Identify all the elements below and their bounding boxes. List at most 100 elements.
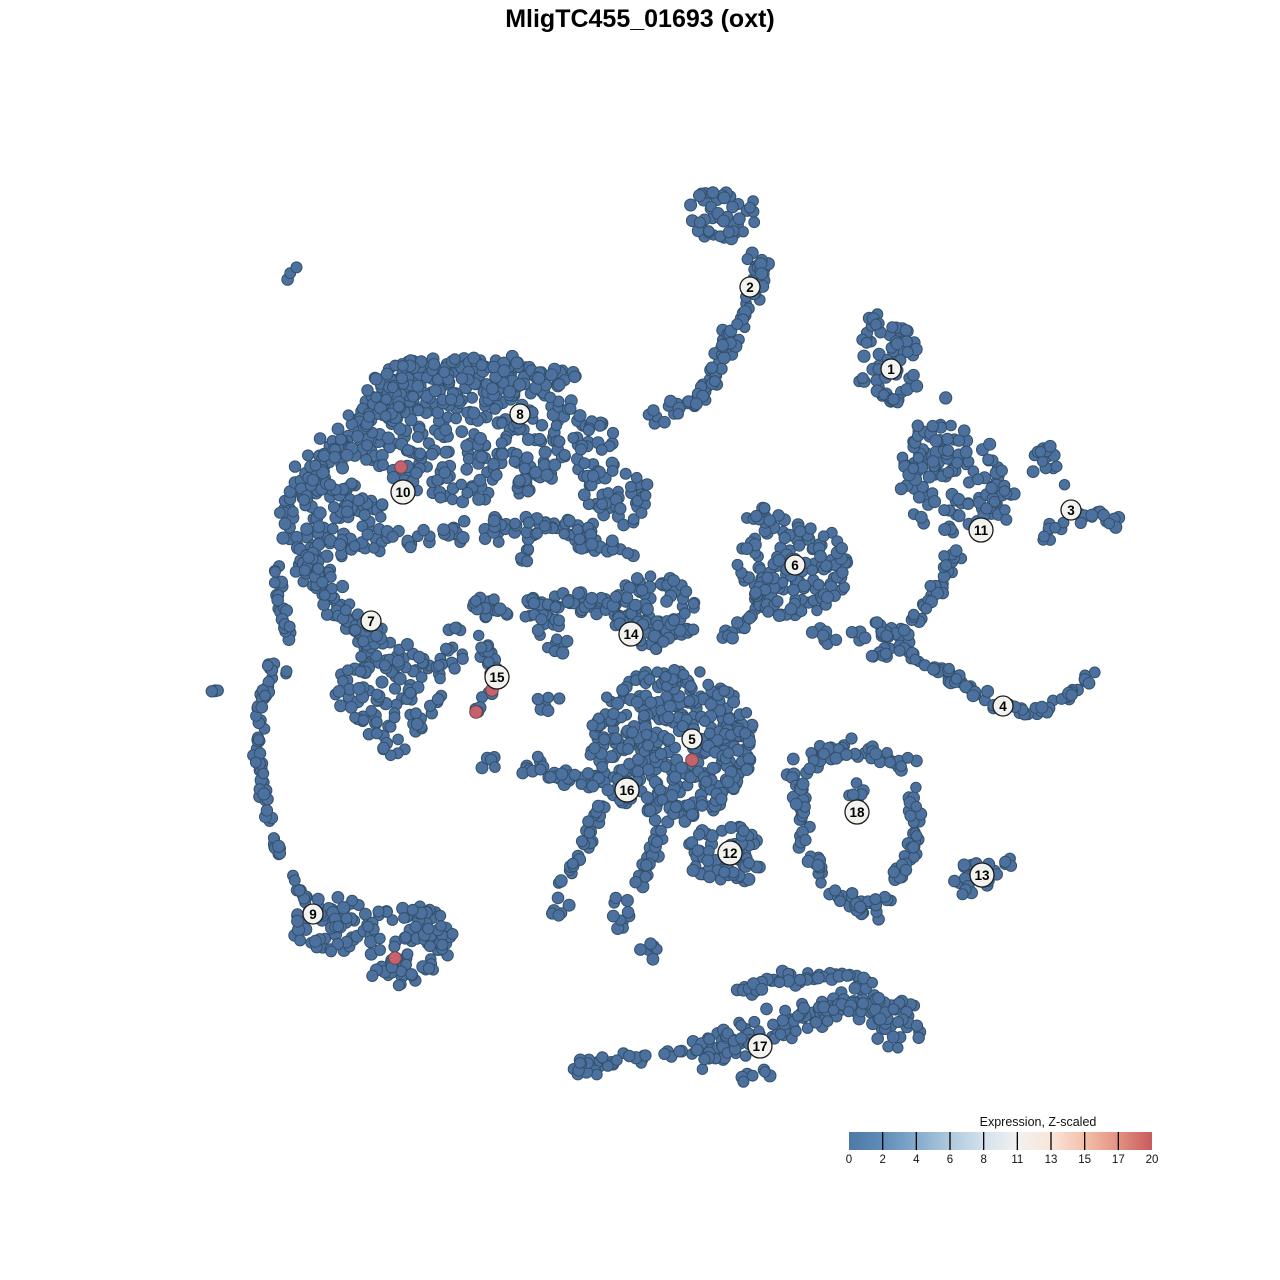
data-point	[667, 574, 680, 587]
data-point	[664, 394, 677, 408]
data-point	[639, 1049, 652, 1062]
data-point	[370, 629, 383, 643]
legend-tick-label: 0	[846, 1154, 852, 1166]
data-point	[926, 419, 939, 433]
data-point	[938, 504, 951, 517]
data-point	[705, 361, 718, 374]
data-point	[999, 855, 1012, 869]
cluster-label-3: 3	[1060, 499, 1082, 521]
data-point	[433, 660, 445, 672]
data-point	[550, 419, 563, 432]
data-point	[518, 462, 531, 475]
data-point	[521, 484, 535, 498]
cluster-label-circle	[302, 903, 324, 925]
data-point	[643, 804, 657, 817]
data-point	[816, 629, 830, 642]
data-point	[703, 1033, 716, 1046]
data-point	[205, 685, 219, 698]
data-point	[573, 409, 587, 423]
data-point	[895, 760, 907, 772]
legend-tick-label: 8	[980, 1154, 986, 1166]
data-point	[489, 761, 501, 773]
data-point	[901, 346, 914, 358]
data-point	[735, 1019, 747, 1032]
data-point	[395, 372, 408, 385]
data-point	[843, 1005, 855, 1018]
data-point	[856, 372, 869, 385]
data-point	[829, 884, 842, 897]
data-point	[939, 391, 953, 405]
data-point	[632, 753, 645, 766]
data-point	[642, 763, 655, 777]
data-point	[684, 198, 698, 212]
data-point	[655, 824, 667, 837]
data-point	[561, 595, 575, 609]
data-point	[283, 620, 296, 633]
cluster-label-12: 12	[717, 840, 743, 866]
data-point	[496, 417, 508, 429]
data-point	[522, 543, 535, 555]
data-point	[667, 614, 681, 627]
data-point	[739, 727, 752, 740]
data-point	[717, 351, 731, 365]
data-point	[873, 1012, 887, 1026]
data-point	[331, 891, 345, 904]
data-point	[982, 453, 995, 466]
data-point	[428, 384, 442, 398]
data-point	[726, 200, 739, 214]
data-point	[596, 1051, 609, 1064]
data-point	[300, 522, 314, 536]
data-point	[731, 616, 744, 629]
data-point	[274, 506, 286, 519]
data-point	[1049, 521, 1061, 534]
data-point	[379, 410, 392, 422]
data-point	[393, 422, 407, 436]
data-point	[424, 699, 437, 712]
data-point	[400, 638, 414, 651]
data-point	[995, 464, 1008, 477]
data-point	[510, 356, 524, 370]
data-point	[448, 353, 461, 366]
data-point	[620, 894, 634, 907]
data-point	[513, 378, 527, 392]
cluster-label-5: 5	[681, 728, 703, 750]
data-point	[796, 777, 810, 791]
data-point	[672, 408, 684, 420]
data-point	[400, 931, 412, 944]
data-point	[384, 749, 397, 762]
data-point	[508, 455, 521, 468]
data-point	[718, 866, 731, 879]
data-point	[342, 664, 354, 677]
data-point	[598, 733, 611, 746]
data-point	[698, 715, 711, 727]
data-point	[892, 1016, 905, 1028]
data-point	[640, 728, 653, 741]
data-point	[872, 991, 885, 1005]
data-point	[375, 511, 387, 523]
data-point	[910, 800, 922, 813]
data-point	[772, 609, 786, 622]
data-point	[332, 920, 345, 933]
cluster-label-circle	[1060, 499, 1082, 521]
data-point	[333, 538, 347, 552]
data-point	[941, 432, 954, 446]
data-point	[431, 693, 445, 706]
data-point	[857, 349, 871, 363]
cluster-label-number: 7	[367, 614, 375, 629]
data-point	[602, 1060, 614, 1072]
data-point	[606, 465, 619, 477]
data-point	[959, 445, 973, 459]
data-point	[287, 505, 299, 518]
data-point	[678, 668, 690, 681]
data-point	[328, 451, 342, 464]
data-point	[630, 572, 644, 585]
data-point	[739, 1050, 752, 1062]
data-point	[696, 1063, 709, 1075]
data-point	[355, 650, 368, 663]
data-point	[354, 665, 367, 678]
data-point	[1034, 446, 1047, 458]
data-point	[817, 1000, 830, 1014]
data-point	[926, 455, 940, 468]
data-point	[596, 498, 608, 511]
data-point	[910, 830, 923, 842]
